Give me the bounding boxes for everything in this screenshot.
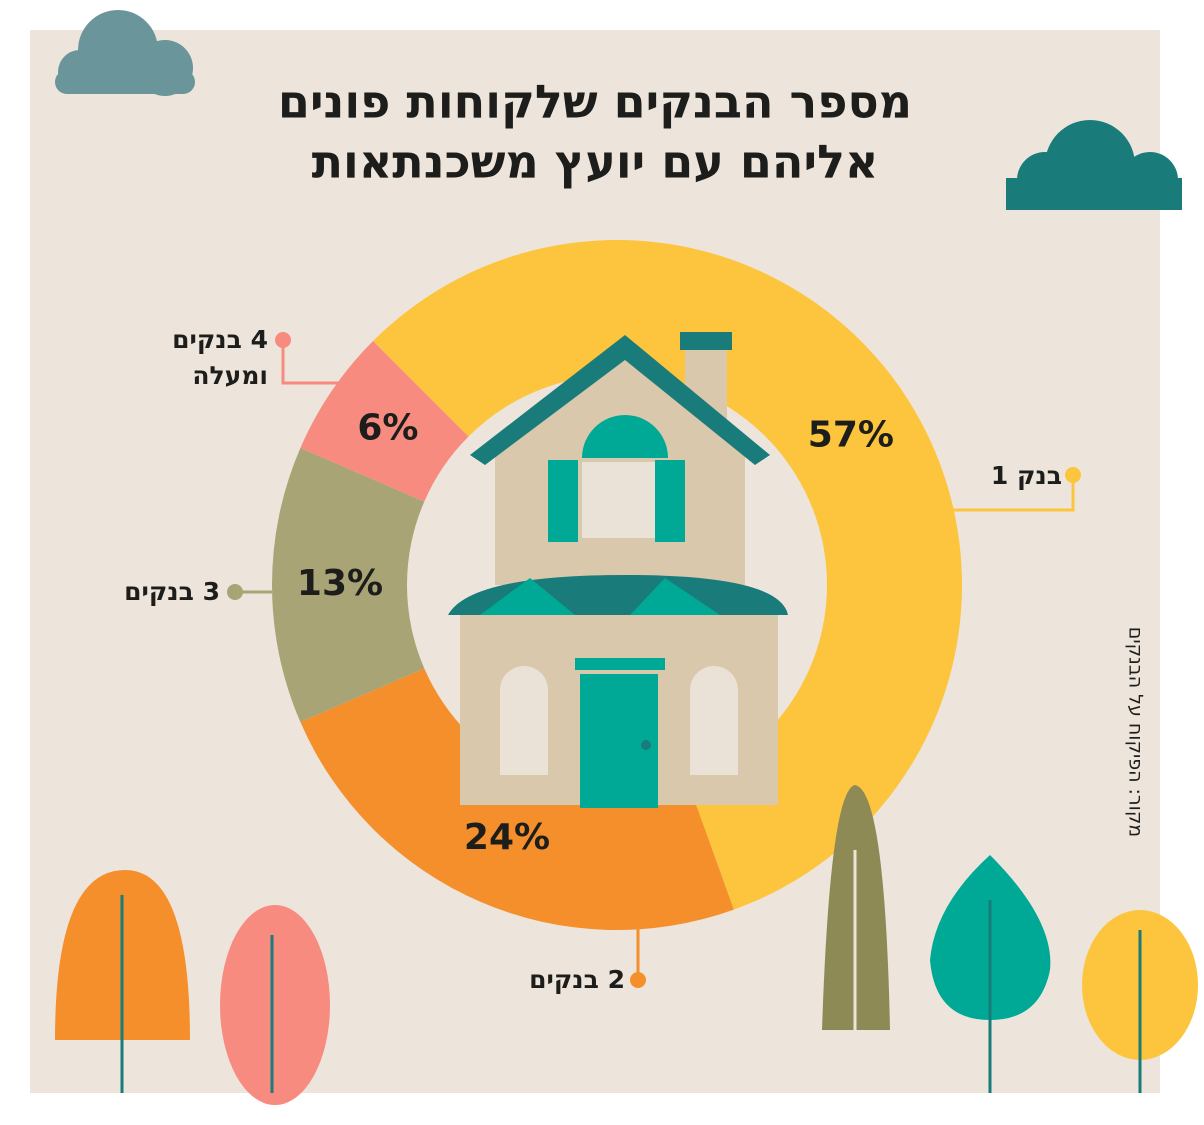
cloud: [55, 10, 195, 96]
tree: [930, 855, 1051, 1093]
tree: [220, 905, 330, 1105]
category-label: 3 בנקים: [124, 577, 220, 606]
leader-line: [281, 340, 342, 385]
value-label: 6%: [357, 407, 418, 448]
slice: [272, 447, 425, 723]
cloud: [1006, 120, 1182, 210]
category-label: 4 בנקים ומעלה: [172, 325, 268, 390]
leader-dot: [1065, 467, 1081, 483]
category-label: בנק 1: [990, 461, 1062, 490]
house-illustration: [448, 332, 788, 808]
slice: [373, 240, 962, 910]
leader-dot: [227, 584, 243, 600]
value-label: 57%: [808, 415, 894, 456]
category-label: 2 בנקים: [529, 965, 625, 994]
tree: [55, 870, 190, 1093]
value-label: 24%: [464, 817, 550, 858]
leader-line: [950, 475, 1075, 512]
tree: [822, 785, 890, 1093]
leader-dot: [630, 972, 646, 988]
title: מספר הבנקים שלקוחות פונים אליהם עם יועץ …: [278, 75, 912, 189]
source-note: מקור: הפיקוח על הבנקים: [1125, 627, 1147, 837]
leader-dot: [275, 332, 291, 348]
slice: [300, 341, 469, 502]
value-label: 13%: [297, 563, 383, 604]
chart-title: מספר הבנקים שלקוחות פונים: [278, 75, 912, 129]
tree: [1082, 910, 1198, 1093]
chart-title: אליהם עם יועץ משכנתאות: [312, 135, 879, 189]
